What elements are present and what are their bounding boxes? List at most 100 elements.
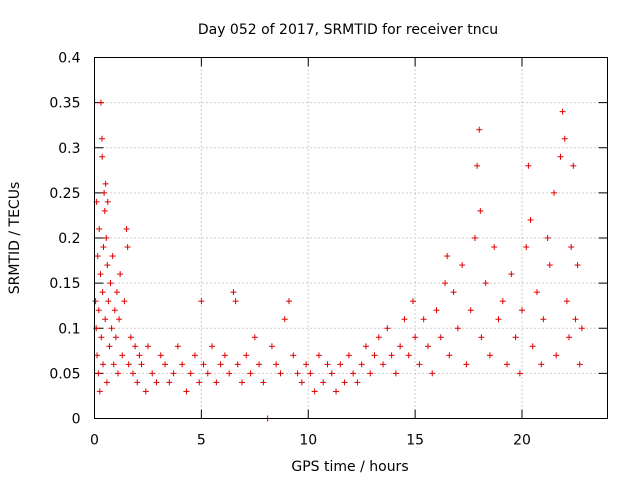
y-tick-label: 0.15 bbox=[49, 276, 80, 292]
data-point bbox=[110, 361, 117, 368]
data-point bbox=[107, 280, 114, 287]
data-point bbox=[538, 361, 545, 368]
x-tick-label: 0 bbox=[90, 433, 99, 449]
data-point bbox=[96, 225, 103, 232]
data-point bbox=[97, 99, 104, 106]
data-point bbox=[424, 343, 431, 350]
data-point bbox=[102, 316, 109, 323]
data-point bbox=[136, 352, 143, 359]
data-point bbox=[429, 370, 436, 377]
data-point bbox=[362, 343, 369, 350]
data-point bbox=[230, 289, 237, 296]
data-point bbox=[574, 262, 581, 269]
data-point bbox=[450, 289, 457, 296]
data-point bbox=[106, 343, 113, 350]
data-point bbox=[384, 325, 391, 332]
data-point bbox=[345, 352, 352, 359]
data-point bbox=[251, 334, 258, 341]
data-point bbox=[204, 370, 211, 377]
data-point bbox=[367, 370, 374, 377]
data-point bbox=[238, 379, 245, 386]
data-point bbox=[504, 361, 511, 368]
data-point bbox=[132, 343, 139, 350]
data-point bbox=[104, 262, 111, 269]
data-point bbox=[183, 388, 190, 395]
data-point bbox=[217, 361, 224, 368]
data-point bbox=[196, 379, 203, 386]
data-point bbox=[103, 235, 110, 241]
data-point bbox=[209, 343, 216, 350]
data-points bbox=[92, 99, 585, 422]
data-point bbox=[512, 334, 519, 341]
data-point bbox=[124, 244, 131, 251]
data-point bbox=[570, 162, 577, 169]
data-point bbox=[442, 280, 449, 287]
data-point bbox=[100, 361, 107, 368]
x-tick-label: 10 bbox=[299, 433, 317, 449]
data-point bbox=[328, 370, 335, 377]
data-point bbox=[243, 352, 250, 359]
data-point bbox=[409, 298, 416, 305]
data-point bbox=[157, 352, 164, 359]
data-point bbox=[232, 298, 239, 305]
data-point bbox=[533, 289, 540, 296]
data-point bbox=[499, 298, 506, 305]
data-point bbox=[482, 280, 489, 287]
data-point bbox=[99, 289, 106, 296]
data-point bbox=[446, 352, 453, 359]
data-point bbox=[103, 379, 110, 386]
data-point bbox=[437, 334, 444, 341]
y-tick-label: 0.4 bbox=[58, 51, 80, 67]
data-point bbox=[578, 325, 585, 332]
data-point bbox=[553, 352, 560, 359]
data-point bbox=[200, 361, 207, 368]
data-point bbox=[191, 352, 198, 359]
data-point bbox=[416, 361, 423, 368]
data-point bbox=[115, 370, 122, 377]
data-point bbox=[116, 316, 123, 323]
data-point bbox=[117, 271, 124, 278]
data-point bbox=[101, 189, 108, 196]
data-point bbox=[121, 298, 128, 305]
data-point bbox=[477, 207, 484, 214]
data-point bbox=[405, 352, 412, 359]
data-point bbox=[129, 370, 136, 377]
data-point bbox=[540, 316, 547, 323]
data-point bbox=[476, 126, 483, 133]
data-point bbox=[127, 334, 134, 341]
data-point bbox=[99, 153, 106, 160]
data-point bbox=[142, 388, 149, 395]
data-point bbox=[162, 361, 169, 368]
data-point bbox=[98, 135, 105, 142]
data-point bbox=[392, 370, 399, 377]
data-point bbox=[375, 334, 382, 341]
x-tick-label: 15 bbox=[406, 433, 424, 449]
x-tick-label: 5 bbox=[197, 433, 206, 449]
data-point bbox=[303, 361, 310, 368]
data-point bbox=[273, 361, 280, 368]
data-point bbox=[277, 370, 284, 377]
data-point bbox=[149, 370, 156, 377]
x-axis-label: GPS time / hours bbox=[291, 459, 408, 475]
data-point bbox=[307, 370, 314, 377]
data-point bbox=[113, 289, 120, 296]
data-point bbox=[138, 361, 145, 368]
data-point bbox=[350, 370, 357, 377]
data-point bbox=[166, 379, 173, 386]
data-point bbox=[125, 361, 132, 368]
data-point bbox=[281, 316, 288, 323]
data-point bbox=[294, 370, 301, 377]
data-point bbox=[119, 352, 126, 359]
data-point bbox=[491, 244, 498, 251]
data-point bbox=[527, 216, 534, 223]
y-tick-label: 0.3 bbox=[58, 141, 80, 157]
data-point bbox=[380, 361, 387, 368]
data-point bbox=[179, 361, 186, 368]
data-point bbox=[544, 235, 551, 241]
data-point bbox=[290, 352, 297, 359]
data-point bbox=[108, 325, 115, 332]
data-point bbox=[508, 271, 515, 278]
x-tick-label: 20 bbox=[513, 433, 531, 449]
data-point bbox=[311, 388, 318, 395]
data-point bbox=[478, 334, 485, 341]
